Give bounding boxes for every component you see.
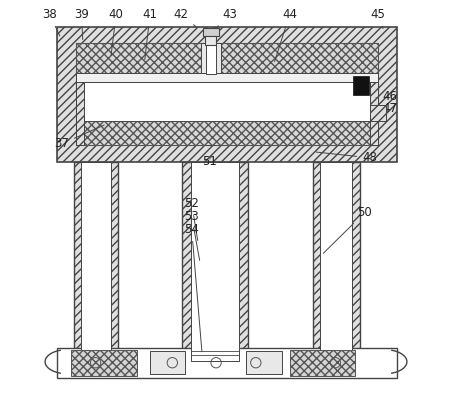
Text: 42: 42: [173, 8, 196, 27]
Bar: [191, 162, 239, 361]
Text: 52: 52: [184, 197, 199, 241]
Text: 47: 47: [375, 102, 396, 115]
Bar: [206, 44, 215, 74]
Bar: [76, 43, 377, 145]
Bar: [352, 76, 368, 95]
Bar: [81, 162, 110, 361]
Bar: [201, 43, 221, 73]
Text: 44: 44: [274, 8, 296, 62]
Bar: [202, 28, 218, 36]
Bar: [57, 27, 396, 162]
Text: 41: 41: [142, 8, 157, 59]
Text: 46: 46: [375, 90, 396, 103]
Text: 51: 51: [202, 155, 216, 168]
Bar: [76, 73, 377, 82]
Text: 40: 40: [108, 8, 123, 55]
Bar: [76, 43, 377, 73]
Bar: [369, 82, 377, 145]
Text: 39: 39: [74, 8, 89, 40]
Bar: [319, 162, 352, 361]
Bar: [245, 351, 281, 374]
Text: 38: 38: [42, 8, 60, 36]
Bar: [205, 36, 216, 45]
Text: 43: 43: [215, 8, 237, 29]
Bar: [84, 82, 369, 121]
Text: 37: 37: [54, 125, 104, 150]
Bar: [150, 351, 185, 374]
Bar: [76, 82, 84, 145]
Text: 54: 54: [184, 223, 202, 352]
Bar: [182, 162, 247, 361]
Bar: [57, 348, 396, 377]
Bar: [71, 350, 136, 375]
Text: 53: 53: [184, 210, 199, 261]
Text: 50: 50: [322, 206, 372, 253]
Bar: [74, 162, 118, 361]
Text: 45: 45: [369, 8, 384, 28]
Bar: [369, 105, 385, 121]
Bar: [84, 121, 369, 145]
Text: 48: 48: [316, 151, 376, 164]
Bar: [312, 162, 359, 361]
Bar: [289, 350, 354, 375]
